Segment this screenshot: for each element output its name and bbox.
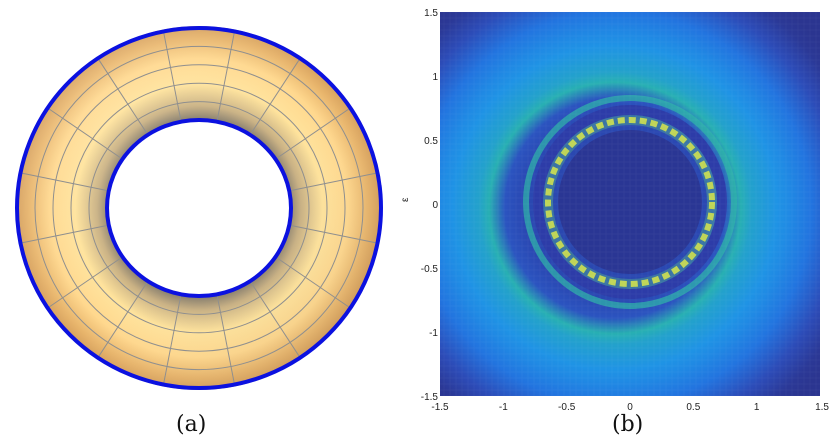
y-tick-label: -1.5: [421, 392, 439, 403]
torus-sheen: [17, 26, 381, 390]
heatmap-pixel-grid: [440, 12, 820, 396]
mesh-ring: [88, 101, 310, 315]
x-tick-label: 0: [627, 402, 633, 413]
x-tick-label: 1: [754, 402, 760, 413]
mesh-radial-line: [97, 280, 149, 358]
x-tick-label: -0.5: [558, 402, 576, 413]
caption-b: (b): [612, 412, 644, 437]
mesh-ring: [70, 82, 328, 334]
mesh-ring: [52, 64, 346, 352]
x-ticks: -1.5 -1 -0.5 0 0.5 1 1.5: [431, 402, 829, 413]
y-ticks: 1.5 1 0.5 0 -0.5 -1 -1.5: [421, 8, 439, 403]
heatmap-panel: 1.5 1 0.5 0 -0.5 -1 -1.5 -1.5 -1 -0.5 0 0.5 1 1.5 ε: [400, 8, 829, 413]
x-tick-label: 0.5: [686, 402, 700, 413]
mesh-radial-line: [97, 58, 149, 136]
mesh-radial-line: [216, 31, 235, 122]
caption-a: (a): [176, 412, 207, 437]
mesh-radial-line: [163, 31, 182, 122]
mesh-radial-line: [289, 172, 378, 192]
mesh-radial-line: [249, 58, 301, 136]
y-tick-label: 0.5: [424, 136, 438, 147]
torus-outer-boundary: [15, 26, 383, 390]
x-tick-label: 1.5: [815, 402, 829, 413]
torus-mesh: [20, 31, 378, 385]
mesh-radial-line: [275, 107, 351, 160]
y-tick-label: 1.5: [424, 8, 438, 19]
mesh-radial-line: [163, 294, 182, 385]
mesh-radial-line: [289, 224, 378, 244]
y-axis-label: ε: [400, 197, 411, 202]
x-tick-label: -1.5: [431, 402, 449, 413]
mesh-radial-line: [216, 294, 235, 385]
mesh-radial-line: [275, 256, 351, 309]
y-tick-label: 1: [432, 72, 438, 83]
mesh-radial-line: [20, 172, 109, 192]
y-tick-label: 0: [432, 200, 438, 211]
mesh-radial-line: [47, 107, 123, 160]
torus-panel: [15, 26, 383, 390]
mesh-radial-line: [20, 224, 109, 244]
y-tick-label: -1: [429, 328, 438, 339]
x-tick-label: -1: [499, 402, 508, 413]
torus-inner-boundary: [105, 118, 293, 298]
mesh-radial-line: [249, 280, 301, 358]
mesh-ring: [34, 45, 364, 371]
mesh-radial-line: [47, 256, 123, 309]
y-tick-label: -0.5: [421, 264, 439, 275]
